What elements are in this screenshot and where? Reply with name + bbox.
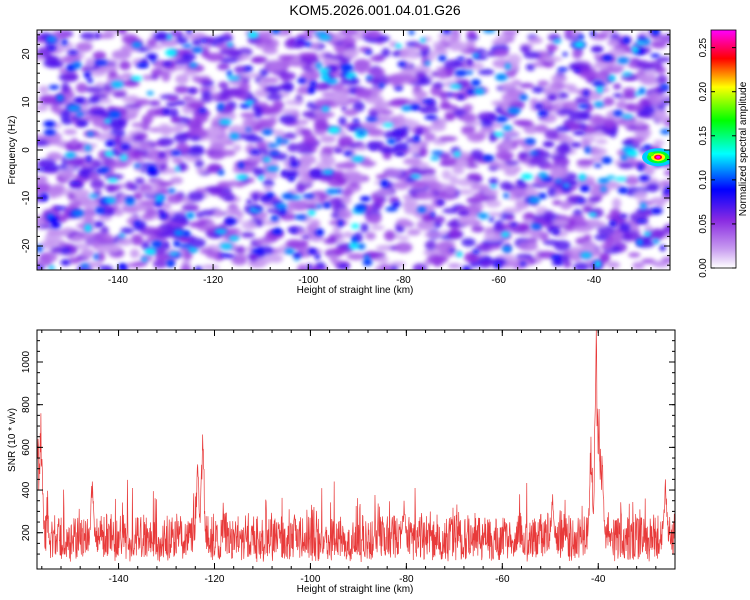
y-tick-label: 0 xyxy=(21,147,32,153)
bottom-ylabel: SNR (10 * v/v) xyxy=(7,408,18,472)
x-tick-label: -80 xyxy=(396,275,411,286)
bottom-xlabel: Height of straight line (km) xyxy=(297,584,414,595)
y-tick-label: -20 xyxy=(21,238,32,253)
colorbar-tick-label: 0.05 xyxy=(698,214,709,234)
x-tick-label: -120 xyxy=(203,275,223,286)
x-tick-label: -80 xyxy=(399,574,414,585)
colorbar-tick-label: 0.00 xyxy=(698,258,709,278)
top-ylabel: Frequency (Hz) xyxy=(7,116,18,185)
snr-line-plot xyxy=(37,330,675,569)
snr-series-line xyxy=(37,330,675,563)
y-tick-label: 400 xyxy=(21,481,32,498)
heatmap-peak xyxy=(642,148,670,167)
top-xlabel: Height of straight line (km) xyxy=(297,285,414,296)
x-tick-label: -60 xyxy=(495,574,510,585)
colorbar: 0.00 0.05 0.10 0.15 0.20 0.25 Normalized spec… xyxy=(698,29,749,278)
x-tick-label: -60 xyxy=(491,275,506,286)
chart-title: KOM5.2026.001.04.01.G26 xyxy=(289,2,461,18)
x-tick-label: -120 xyxy=(204,574,224,585)
x-tick-label: -100 xyxy=(300,574,320,585)
y-tick-label: -10 xyxy=(21,190,32,205)
x-tick-label: -100 xyxy=(298,275,318,286)
y-tick-label: 10 xyxy=(21,96,32,108)
colorbar-tick-label: 0.25 xyxy=(698,37,709,57)
colorbar-tick-label: 0.20 xyxy=(698,82,709,102)
x-tick-label: -140 xyxy=(108,275,128,286)
colorbar-label: Normalized spectral amplitude xyxy=(738,81,749,216)
x-tick-label: -140 xyxy=(109,574,129,585)
x-tick-label: -40 xyxy=(591,574,606,585)
y-tick-label: 600 xyxy=(21,439,32,456)
colorbar-tick-label: 0.10 xyxy=(698,170,709,190)
y-tick-label: 1000 xyxy=(21,350,32,373)
bottom-axes: -140 -120 -100 -80 -60 -40 200 400 600 800 1000 xyxy=(21,329,676,585)
colorbar-tick-label: 0.15 xyxy=(698,126,709,146)
colorbar-gradient xyxy=(710,29,737,269)
x-tick-label: -40 xyxy=(587,275,602,286)
spectrogram-heatmap xyxy=(37,30,670,270)
y-tick-label: 200 xyxy=(21,524,32,541)
y-tick-label: 800 xyxy=(21,396,32,413)
y-tick-label: 20 xyxy=(21,48,32,60)
